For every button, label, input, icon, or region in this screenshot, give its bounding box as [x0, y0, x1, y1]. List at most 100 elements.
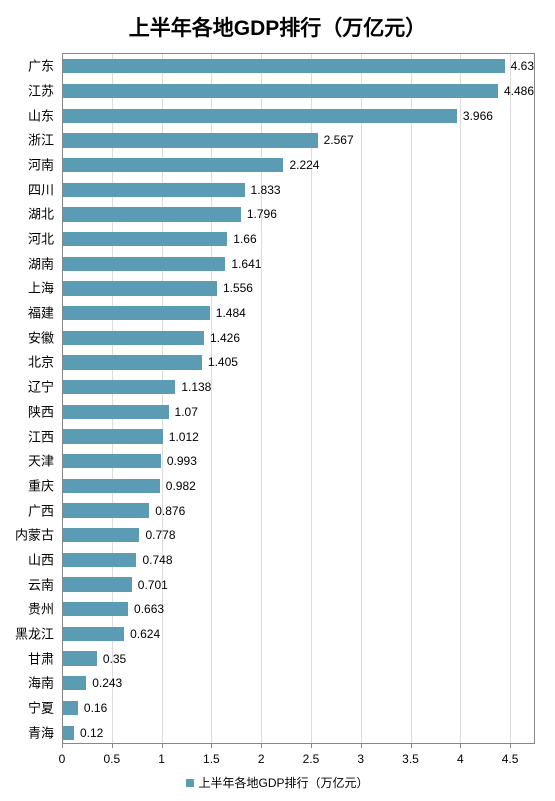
legend: 上半年各地GDP排行（万亿元） [0, 774, 555, 791]
x-tick-label: 4.5 [502, 752, 519, 766]
bar-value-label: 1.641 [231, 257, 261, 271]
y-category-label: 浙江 [0, 130, 54, 149]
bar [62, 380, 175, 394]
bar-row: 0.982 [62, 479, 534, 493]
bar [62, 405, 169, 419]
y-category-label: 宁夏 [0, 697, 54, 716]
y-category-label: 河南 [0, 155, 54, 174]
y-category-label: 内蒙古 [0, 525, 54, 544]
legend-swatch [186, 779, 194, 787]
y-category-label: 安徽 [0, 327, 54, 346]
bar-value-label: 0.876 [155, 504, 185, 518]
y-category-label: 黑龙江 [0, 623, 54, 642]
bar-value-label: 0.701 [138, 578, 168, 592]
bar [62, 207, 241, 221]
y-category-label: 云南 [0, 574, 54, 593]
bar-row: 1.138 [62, 380, 534, 394]
bar [62, 257, 225, 271]
x-tick [162, 743, 163, 748]
x-tick-label: 2 [258, 752, 265, 766]
x-tick-label: 3 [357, 752, 364, 766]
bar [62, 454, 161, 468]
legend-label: 上半年各地GDP排行（万亿元） [198, 774, 368, 791]
x-tick-label: 0.5 [103, 752, 120, 766]
bar [62, 84, 498, 98]
x-tick [460, 743, 461, 748]
bar-value-label: 2.567 [324, 133, 354, 147]
bar-value-label: 0.624 [130, 627, 160, 641]
bar-value-label: 4.63 [511, 59, 534, 73]
y-category-label: 贵州 [0, 599, 54, 618]
y-category-label: 广西 [0, 500, 54, 519]
bar [62, 553, 136, 567]
bar [62, 429, 163, 443]
y-category-label: 江西 [0, 426, 54, 445]
bar [62, 479, 160, 493]
bar [62, 503, 149, 517]
x-tick-label: 3.5 [402, 752, 419, 766]
bar-value-label: 0.243 [92, 676, 122, 690]
y-category-label: 陕西 [0, 401, 54, 420]
bar [62, 577, 132, 591]
bar-row: 2.567 [62, 133, 534, 147]
x-tick [311, 743, 312, 748]
bar [62, 651, 97, 665]
y-category-label: 北京 [0, 352, 54, 371]
bar-value-label: 1.012 [169, 430, 199, 444]
x-tick [211, 743, 212, 748]
bar [62, 306, 210, 320]
bar [62, 602, 128, 616]
bar [62, 133, 318, 147]
chart-title: 上半年各地GDP排行（万亿元） [0, 0, 555, 42]
bar-value-label: 0.748 [142, 553, 172, 567]
bar-value-label: 0.993 [167, 454, 197, 468]
bar-value-label: 1.556 [223, 281, 253, 295]
y-category-label: 甘肃 [0, 648, 54, 667]
bar-row: 0.876 [62, 503, 534, 517]
y-category-label: 重庆 [0, 475, 54, 494]
bar-row: 1.484 [62, 306, 534, 320]
bar-row: 1.426 [62, 331, 534, 345]
x-tick [510, 743, 511, 748]
bar-value-label: 4.486 [504, 84, 534, 98]
x-tick-label: 2.5 [303, 752, 320, 766]
bar [62, 726, 74, 740]
bar-row: 0.624 [62, 627, 534, 641]
x-tick-label: 1 [158, 752, 165, 766]
y-category-label: 四川 [0, 179, 54, 198]
bar-row: 1.012 [62, 429, 534, 443]
bar-value-label: 1.66 [233, 232, 256, 246]
bar [62, 109, 457, 123]
bar-row: 1.556 [62, 281, 534, 295]
y-category-label: 天津 [0, 451, 54, 470]
bar-value-label: 0.778 [145, 528, 175, 542]
bar [62, 183, 245, 197]
bar [62, 676, 86, 690]
bar-value-label: 1.07 [175, 405, 198, 419]
x-tick-label: 4 [457, 752, 464, 766]
bar-value-label: 0.12 [80, 726, 103, 740]
bar-value-label: 1.138 [181, 380, 211, 394]
bar-value-label: 2.224 [289, 158, 319, 172]
y-category-label: 山西 [0, 549, 54, 568]
y-category-label: 辽宁 [0, 377, 54, 396]
y-axis-line [62, 54, 63, 743]
bar-value-label: 0.982 [166, 479, 196, 493]
bar-row: 0.243 [62, 676, 534, 690]
y-category-label: 河北 [0, 229, 54, 248]
bar-row: 1.07 [62, 405, 534, 419]
y-category-label: 福建 [0, 303, 54, 322]
bar [62, 627, 124, 641]
bar-row: 1.641 [62, 257, 534, 271]
bar-value-label: 0.35 [103, 652, 126, 666]
y-category-label: 青海 [0, 722, 54, 741]
chart-container: 上半年各地GDP排行（万亿元） 4.634.4863.9662.5672.224… [0, 0, 555, 801]
x-tick [261, 743, 262, 748]
x-tick-label: 0 [59, 752, 66, 766]
x-tick [361, 743, 362, 748]
bar-value-label: 1.484 [216, 306, 246, 320]
bar [62, 701, 78, 715]
bar-row: 0.16 [62, 701, 534, 715]
bar-row: 0.12 [62, 726, 534, 740]
y-category-label: 广东 [0, 56, 54, 75]
